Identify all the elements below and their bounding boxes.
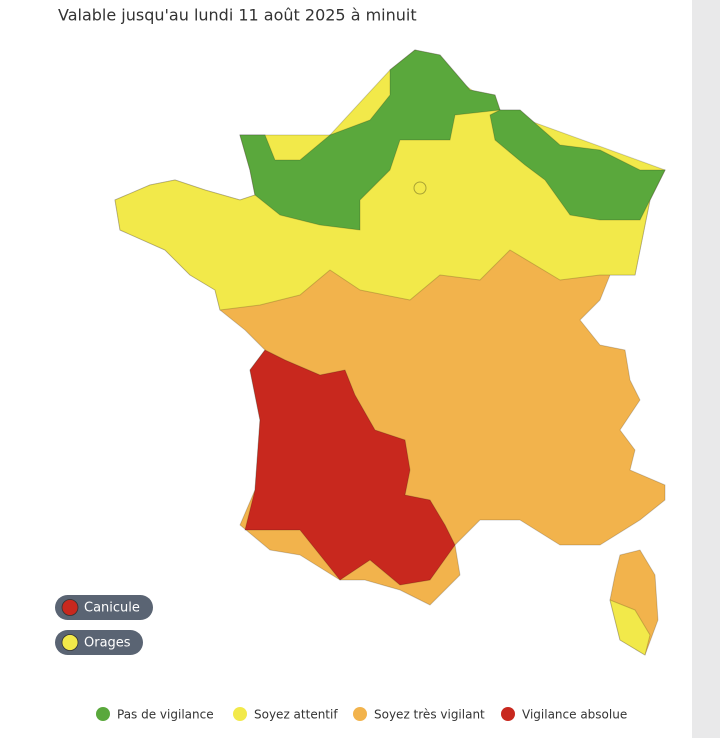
overlay-swatch [61,599,79,616]
paris-marker [413,181,427,195]
side-frame [692,0,720,738]
legend-label: Soyez très vigilant [374,708,485,722]
overlay-swatch [61,634,79,651]
legend-swatch [501,707,515,721]
zone-corsica-yellow [609,599,651,656]
title: Valable jusqu'au lundi 11 août 2025 à mi… [58,6,417,25]
zone-red [244,349,456,586]
overlay-label: Canicule [84,601,140,616]
legend-label: Pas de vigilance [117,708,214,722]
legend: Pas de vigilance Soyez attentif Soyez très… [96,707,627,722]
map [114,49,666,656]
zone-green-east [489,109,666,221]
legend-label: Vigilance absolue [522,708,627,722]
overlay-pill [55,630,143,655]
overlay-label: Orages [84,636,131,651]
legend-label: Soyez attentif [254,708,338,722]
legend-swatch [96,707,110,721]
legend-swatch [353,707,367,721]
overlay-legend: Canicule Orages [55,595,153,655]
zone-green-west [239,49,501,231]
overlay-pill [55,595,153,620]
legend-swatch [233,707,247,721]
